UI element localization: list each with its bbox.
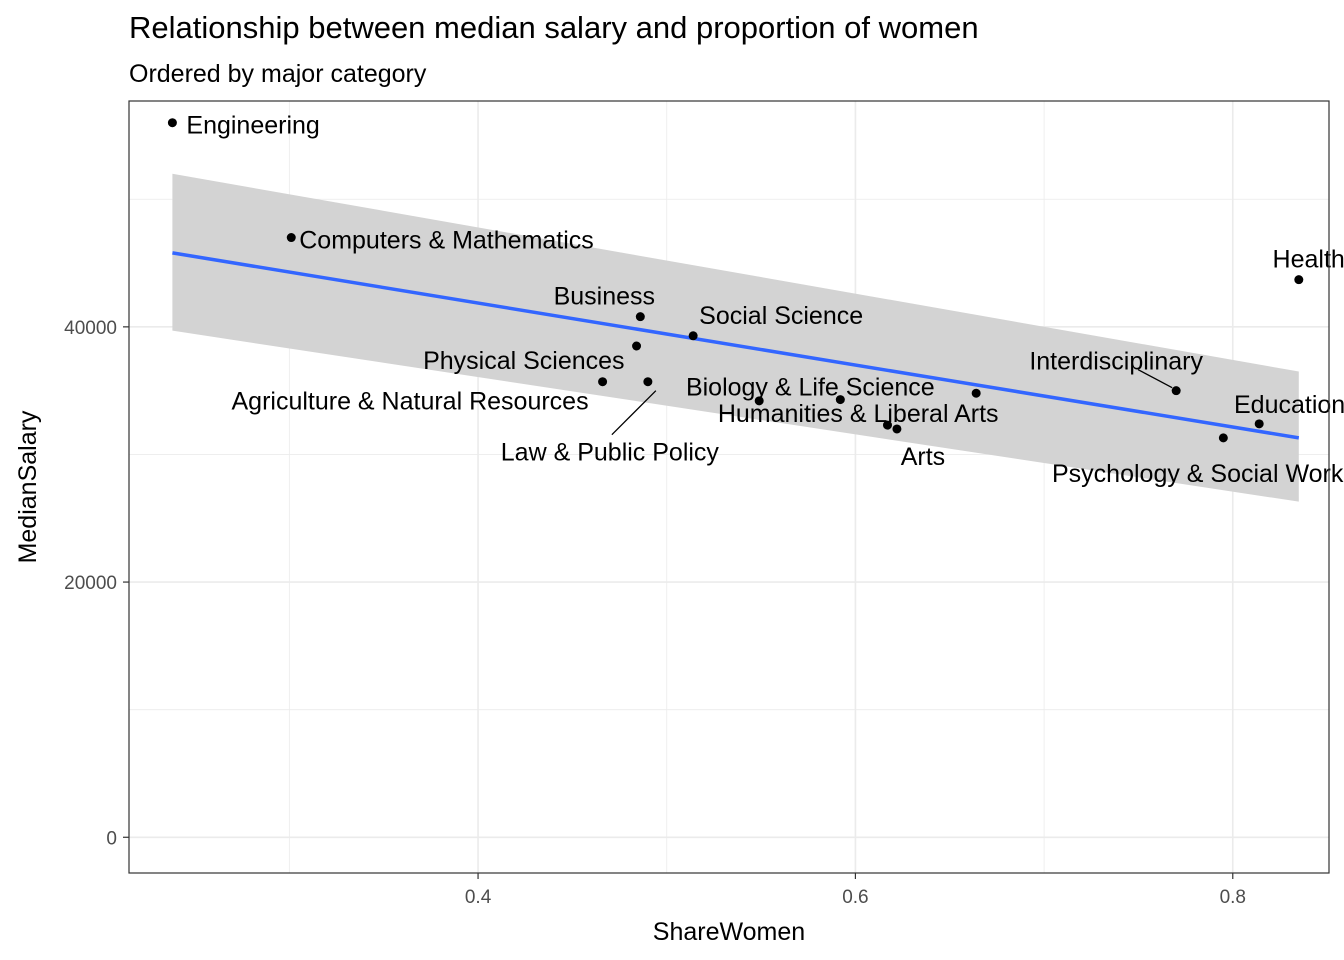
label-leader-line [1137, 369, 1173, 389]
y-axis-title: MedianSalary [14, 410, 42, 563]
data-point [1254, 419, 1264, 429]
point-label: Physical Sciences [423, 347, 624, 375]
point-labels: Engineering Computers & Mathematics Busine… [186, 112, 1344, 488]
data-point [882, 420, 892, 430]
confidence-band-group [172, 173, 1299, 502]
confidence-band [172, 173, 1299, 502]
point-label: Arts [901, 443, 945, 471]
data-point [971, 388, 981, 398]
y-tick-label: 0 [106, 828, 117, 849]
data-point [1218, 433, 1228, 443]
point-label: Health [1273, 246, 1344, 274]
x-tick-label: 0.4 [465, 887, 492, 908]
label-leader-line [611, 390, 657, 436]
chart-subtitle: Ordered by major category [129, 60, 427, 88]
point-label: Agriculture & Natural Resources [231, 388, 588, 416]
data-point [635, 312, 645, 322]
data-point [286, 233, 296, 243]
point-label: Computers & Mathematics [299, 227, 594, 255]
x-tick-label: 0.6 [842, 887, 868, 908]
data-point [643, 377, 653, 387]
data-point [892, 424, 902, 434]
point-label: Business [554, 283, 655, 311]
data-point [1171, 386, 1181, 396]
point-label: Interdisciplinary [1029, 348, 1203, 376]
trend-line-group [172, 251, 1300, 440]
x-tick-label: 0.8 [1220, 887, 1246, 908]
point-label: Psychology & Social Work [1052, 460, 1344, 488]
data-point [1294, 275, 1304, 285]
data-points [167, 118, 1304, 443]
y-tick-label: 40000 [64, 318, 117, 339]
y-tick-label: 20000 [64, 573, 117, 594]
point-label: Biology & Life Science [686, 374, 935, 402]
data-point [754, 396, 764, 406]
data-point [167, 118, 177, 128]
x-axis-title: ShareWomen [653, 918, 805, 946]
point-label: Humanities & Liberal Arts [718, 400, 999, 428]
data-point [688, 331, 698, 341]
trend-line [172, 251, 1300, 440]
point-label: Law & Public Policy [501, 439, 720, 467]
point-label: Social Science [699, 302, 863, 330]
data-point [835, 395, 845, 405]
chart-title: Relationship between median salary and p… [129, 10, 979, 45]
data-point [598, 377, 608, 387]
panel-border [128, 100, 1330, 874]
axis-ticks: 0.4 0.6 0.8 0 20000 40000 [64, 318, 1246, 908]
point-label: Engineering [186, 112, 319, 140]
data-point [632, 341, 642, 351]
point-label: Education [1234, 391, 1344, 419]
